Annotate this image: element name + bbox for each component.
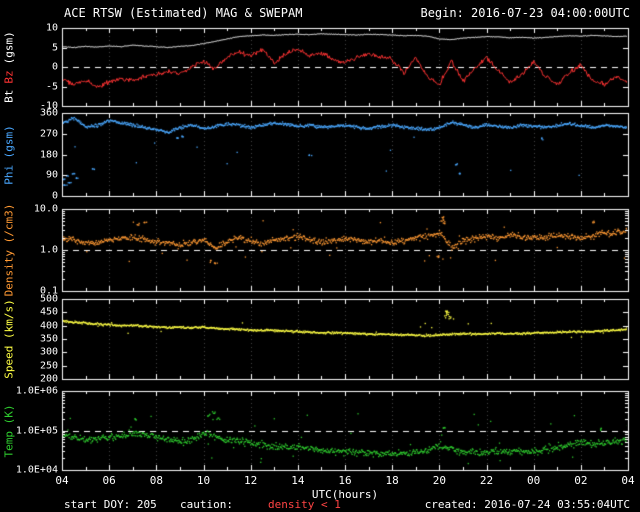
y-tick-label: 1.0	[39, 244, 58, 256]
y-tick-label: 5	[51, 42, 58, 53]
density-caution-label: density < 1	[268, 498, 341, 511]
axis-title-text: Bz	[2, 70, 16, 84]
axis-title-temp: Temp (K)	[3, 401, 16, 460]
x-tick-label: 20	[432, 474, 446, 487]
axis-title-speed: Speed (km/s)	[3, 296, 16, 381]
plot-title: ACE RTSW (Estimated) MAG & SWEPAM	[64, 6, 303, 20]
x-tick-label: 18	[385, 474, 399, 487]
x-tick-label: 22	[479, 474, 494, 487]
y-tick-label: 180	[39, 149, 58, 160]
start-doy-label: start DOY: 205	[64, 498, 157, 511]
axis-title-text: Speed (km/s)	[2, 299, 16, 379]
y-tick-label: 300	[39, 346, 58, 358]
y-tick-label: 0	[51, 61, 58, 73]
y-tick-label: 360	[39, 107, 58, 119]
x-tick-label: 02	[574, 474, 588, 487]
y-tick-label: 0	[51, 190, 58, 202]
y-tick-label: 1.0E+06	[15, 385, 58, 397]
axis-title-text: Temp (K)	[2, 404, 16, 457]
y-tick-label: 400	[39, 320, 58, 332]
axis-title-text: Phi (gsm)	[2, 124, 16, 185]
y-tick-label: -5	[45, 81, 58, 92]
y-tick-label: 10.0	[33, 203, 58, 215]
y-tick-label: 200	[39, 373, 58, 385]
y-tick-label: 1.0E+04	[15, 464, 58, 476]
y-tick-label: 1.0E+05	[15, 425, 58, 436]
x-tick-label: 00	[527, 474, 541, 487]
axis-title-text: Bt	[2, 89, 16, 103]
y-tick-label: 500	[39, 293, 58, 305]
x-tick-label: 14	[291, 474, 305, 487]
x-tick-label: 08	[149, 474, 163, 487]
caution-label: caution:	[180, 498, 233, 511]
x-tick-label: 10	[196, 474, 211, 487]
y-tick-label: 350	[39, 333, 58, 345]
axis-title-density: Density (/cm3)	[3, 201, 16, 300]
y-tick-label: 0.1	[39, 285, 58, 297]
y-tick-label: -10	[39, 100, 58, 112]
x-tick-label: 06	[102, 474, 116, 487]
axis-title-text: Density (/cm3)	[2, 203, 16, 297]
y-tick-label: 10	[45, 22, 58, 34]
created-timestamp: created: 2016-07-24 03:55:04UTC	[424, 498, 630, 511]
x-tick-label: 04	[621, 474, 635, 487]
y-tick-label: 90	[45, 169, 58, 181]
y-tick-label: 450	[39, 306, 58, 318]
x-tick-label: 12	[244, 474, 258, 487]
axis-title-bt-bz: Bt Bz (gsm)	[3, 28, 16, 106]
y-tick-label: 250	[39, 360, 58, 372]
axis-title-text: (gsm)	[2, 31, 16, 65]
x-tick-label: 16	[338, 474, 352, 487]
x-tick-label: 04	[55, 474, 69, 487]
y-tick-label: 270	[39, 128, 58, 140]
x-axis-title: UTC(hours)	[311, 488, 379, 501]
begin-timestamp: Begin: 2016-07-23 04:00:00UTC	[420, 6, 630, 20]
axis-title-phi: Phi (gsm)	[3, 122, 16, 188]
